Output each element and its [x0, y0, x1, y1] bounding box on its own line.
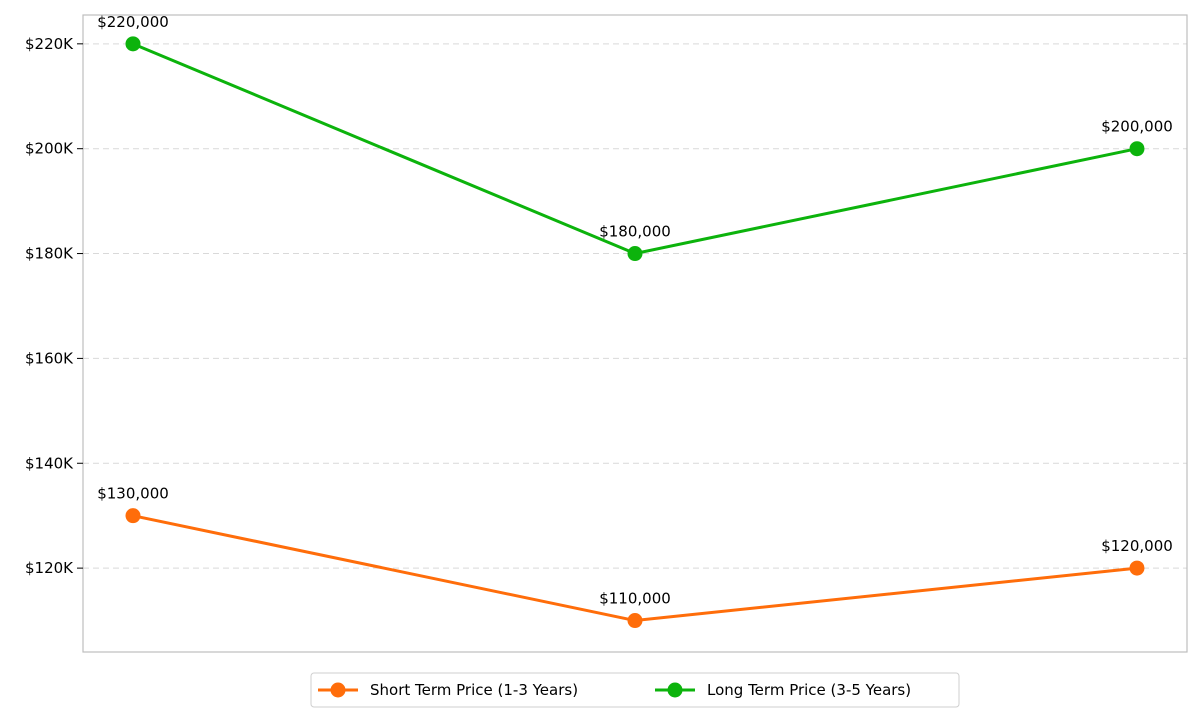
legend-label: Long Term Price (3-5 Years)	[707, 681, 911, 699]
legend-swatch-marker	[330, 682, 346, 698]
data-label: $220,000	[97, 13, 169, 31]
legend-item: Long Term Price (3-5 Years)	[655, 681, 911, 699]
legend-box	[310, 672, 960, 708]
y-tick-label: $200K	[25, 140, 74, 158]
data-point	[125, 508, 141, 524]
data-point	[1129, 560, 1145, 576]
y-axis: $120K $140K $160K $180K $200K $220K	[25, 35, 83, 577]
legend-item: Short Term Price (1-3 Years)	[318, 681, 578, 699]
plot-area-frame	[82, 14, 1188, 653]
data-point	[125, 36, 141, 52]
y-tick-label: $120K	[25, 559, 74, 577]
y-tick-label: $180K	[25, 245, 74, 263]
legend-swatch-marker	[667, 682, 683, 698]
data-label: $120,000	[1101, 537, 1173, 555]
series-1: $220,000 $180,000 $200,000	[97, 13, 1173, 262]
data-point	[627, 613, 643, 629]
series-lines: $130,000 $110,000 $120,000 $220,000 $180,000…	[97, 13, 1173, 629]
data-label: $110,000	[599, 590, 671, 608]
data-point	[627, 246, 643, 262]
y-tick-label: $160K	[25, 349, 74, 367]
y-tick-label: $220K	[25, 35, 74, 53]
legend: Short Term Price (1-3 Years) Long Term Pr…	[310, 672, 960, 708]
gridlines	[83, 43, 1187, 569]
series-0: $130,000 $110,000 $120,000	[97, 485, 1173, 629]
data-label: $200,000	[1101, 118, 1173, 136]
legend-label: Short Term Price (1-3 Years)	[370, 681, 578, 699]
y-tick-label: $140K	[25, 454, 74, 472]
data-point	[1129, 141, 1145, 157]
data-label: $130,000	[97, 485, 169, 503]
data-label: $180,000	[599, 223, 671, 241]
